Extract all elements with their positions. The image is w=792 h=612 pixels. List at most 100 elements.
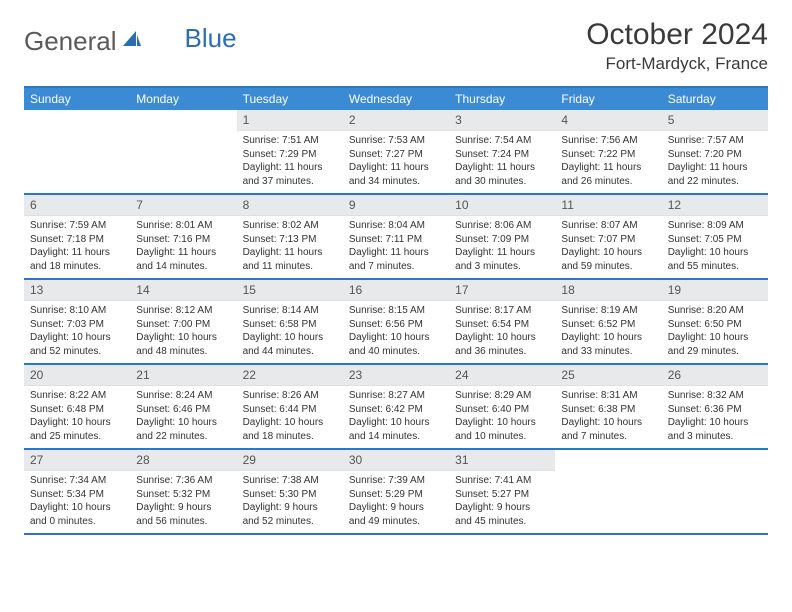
day-number: 2	[343, 110, 449, 131]
weekday-label: Monday	[130, 88, 236, 110]
calendar-day: 31Sunrise: 7:41 AMSunset: 5:27 PMDayligh…	[449, 450, 555, 533]
day-line-d1: Daylight: 10 hours	[349, 331, 443, 345]
day-details: Sunrise: 8:19 AMSunset: 6:52 PMDaylight:…	[555, 301, 661, 363]
day-details: Sunrise: 8:20 AMSunset: 6:50 PMDaylight:…	[662, 301, 768, 363]
day-line-d1: Daylight: 11 hours	[455, 161, 549, 175]
calendar-day: 25Sunrise: 8:31 AMSunset: 6:38 PMDayligh…	[555, 365, 661, 448]
day-details: Sunrise: 8:26 AMSunset: 6:44 PMDaylight:…	[237, 386, 343, 448]
day-line-d1: Daylight: 10 hours	[136, 416, 230, 430]
day-line-d2: and 18 minutes.	[30, 260, 124, 274]
calendar-day: 4Sunrise: 7:56 AMSunset: 7:22 PMDaylight…	[555, 110, 661, 193]
day-line-d1: Daylight: 11 hours	[243, 161, 337, 175]
weekday-label: Friday	[555, 88, 661, 110]
day-number: 16	[343, 280, 449, 301]
day-line-d1: Daylight: 11 hours	[561, 161, 655, 175]
day-line-d1: Daylight: 10 hours	[30, 501, 124, 515]
weekday-header: Sunday Monday Tuesday Wednesday Thursday…	[24, 88, 768, 110]
day-details: Sunrise: 7:56 AMSunset: 7:22 PMDaylight:…	[555, 131, 661, 193]
day-line-d2: and 11 minutes.	[243, 260, 337, 274]
day-line-sr: Sunrise: 8:07 AM	[561, 219, 655, 233]
day-line-d1: Daylight: 10 hours	[30, 331, 124, 345]
day-line-d1: Daylight: 9 hours	[455, 501, 549, 515]
calendar-day: 16Sunrise: 8:15 AMSunset: 6:56 PMDayligh…	[343, 280, 449, 363]
day-line-d2: and 52 minutes.	[243, 515, 337, 529]
day-details: Sunrise: 8:04 AMSunset: 7:11 PMDaylight:…	[343, 216, 449, 278]
day-line-ss: Sunset: 7:20 PM	[668, 148, 762, 162]
day-details: Sunrise: 8:17 AMSunset: 6:54 PMDaylight:…	[449, 301, 555, 363]
day-number: 29	[237, 450, 343, 471]
calendar-day: 8Sunrise: 8:02 AMSunset: 7:13 PMDaylight…	[237, 195, 343, 278]
day-number: 18	[555, 280, 661, 301]
day-line-d1: Daylight: 11 hours	[243, 246, 337, 260]
calendar-day: 12Sunrise: 8:09 AMSunset: 7:05 PMDayligh…	[662, 195, 768, 278]
day-line-ss: Sunset: 6:38 PM	[561, 403, 655, 417]
day-line-sr: Sunrise: 8:15 AM	[349, 304, 443, 318]
calendar-week: 20Sunrise: 8:22 AMSunset: 6:48 PMDayligh…	[24, 365, 768, 450]
day-line-ss: Sunset: 6:50 PM	[668, 318, 762, 332]
day-line-d2: and 0 minutes.	[30, 515, 124, 529]
day-details: Sunrise: 7:53 AMSunset: 7:27 PMDaylight:…	[343, 131, 449, 193]
day-line-ss: Sunset: 7:09 PM	[455, 233, 549, 247]
calendar-day	[555, 450, 661, 533]
calendar-day: 6Sunrise: 7:59 AMSunset: 7:18 PMDaylight…	[24, 195, 130, 278]
calendar: Sunday Monday Tuesday Wednesday Thursday…	[24, 86, 768, 535]
day-line-d2: and 22 minutes.	[136, 430, 230, 444]
day-line-ss: Sunset: 6:48 PM	[30, 403, 124, 417]
day-number: 25	[555, 365, 661, 386]
day-line-d1: Daylight: 10 hours	[668, 246, 762, 260]
day-line-d1: Daylight: 11 hours	[136, 246, 230, 260]
day-number: 28	[130, 450, 236, 471]
logo-text-general: General	[24, 26, 117, 57]
day-line-ss: Sunset: 7:00 PM	[136, 318, 230, 332]
day-line-d2: and 7 minutes.	[561, 430, 655, 444]
calendar-day: 9Sunrise: 8:04 AMSunset: 7:11 PMDaylight…	[343, 195, 449, 278]
day-line-ss: Sunset: 7:05 PM	[668, 233, 762, 247]
day-line-d1: Daylight: 10 hours	[349, 416, 443, 430]
day-number: 14	[130, 280, 236, 301]
day-line-sr: Sunrise: 7:54 AM	[455, 134, 549, 148]
day-line-d1: Daylight: 9 hours	[136, 501, 230, 515]
day-line-sr: Sunrise: 8:27 AM	[349, 389, 443, 403]
day-line-sr: Sunrise: 8:12 AM	[136, 304, 230, 318]
day-line-d1: Daylight: 11 hours	[30, 246, 124, 260]
day-number: 10	[449, 195, 555, 216]
calendar-day: 27Sunrise: 7:34 AMSunset: 5:34 PMDayligh…	[24, 450, 130, 533]
day-details: Sunrise: 7:39 AMSunset: 5:29 PMDaylight:…	[343, 471, 449, 533]
day-line-d1: Daylight: 11 hours	[455, 246, 549, 260]
calendar-week: 13Sunrise: 8:10 AMSunset: 7:03 PMDayligh…	[24, 280, 768, 365]
day-line-sr: Sunrise: 8:29 AM	[455, 389, 549, 403]
calendar-day: 19Sunrise: 8:20 AMSunset: 6:50 PMDayligh…	[662, 280, 768, 363]
day-line-sr: Sunrise: 8:09 AM	[668, 219, 762, 233]
day-details: Sunrise: 8:22 AMSunset: 6:48 PMDaylight:…	[24, 386, 130, 448]
day-number: 8	[237, 195, 343, 216]
day-line-sr: Sunrise: 8:31 AM	[561, 389, 655, 403]
day-line-ss: Sunset: 6:46 PM	[136, 403, 230, 417]
day-details: Sunrise: 8:06 AMSunset: 7:09 PMDaylight:…	[449, 216, 555, 278]
calendar-body: 1Sunrise: 7:51 AMSunset: 7:29 PMDaylight…	[24, 110, 768, 535]
day-line-d1: Daylight: 10 hours	[243, 331, 337, 345]
day-line-sr: Sunrise: 7:36 AM	[136, 474, 230, 488]
calendar-day: 21Sunrise: 8:24 AMSunset: 6:46 PMDayligh…	[130, 365, 236, 448]
calendar-day	[662, 450, 768, 533]
day-number: 30	[343, 450, 449, 471]
day-line-sr: Sunrise: 8:04 AM	[349, 219, 443, 233]
day-number: 23	[343, 365, 449, 386]
day-details: Sunrise: 7:36 AMSunset: 5:32 PMDaylight:…	[130, 471, 236, 533]
day-line-sr: Sunrise: 8:19 AM	[561, 304, 655, 318]
day-number: 1	[237, 110, 343, 131]
day-line-d2: and 59 minutes.	[561, 260, 655, 274]
day-line-d2: and 45 minutes.	[455, 515, 549, 529]
day-details: Sunrise: 8:31 AMSunset: 6:38 PMDaylight:…	[555, 386, 661, 448]
day-line-d1: Daylight: 9 hours	[349, 501, 443, 515]
day-line-d2: and 37 minutes.	[243, 175, 337, 189]
day-details: Sunrise: 7:57 AMSunset: 7:20 PMDaylight:…	[662, 131, 768, 193]
day-number: 13	[24, 280, 130, 301]
day-line-ss: Sunset: 7:29 PM	[243, 148, 337, 162]
calendar-day: 18Sunrise: 8:19 AMSunset: 6:52 PMDayligh…	[555, 280, 661, 363]
day-line-d2: and 48 minutes.	[136, 345, 230, 359]
day-line-d2: and 18 minutes.	[243, 430, 337, 444]
day-line-sr: Sunrise: 7:51 AM	[243, 134, 337, 148]
day-details: Sunrise: 8:14 AMSunset: 6:58 PMDaylight:…	[237, 301, 343, 363]
day-line-sr: Sunrise: 7:38 AM	[243, 474, 337, 488]
day-line-ss: Sunset: 7:07 PM	[561, 233, 655, 247]
